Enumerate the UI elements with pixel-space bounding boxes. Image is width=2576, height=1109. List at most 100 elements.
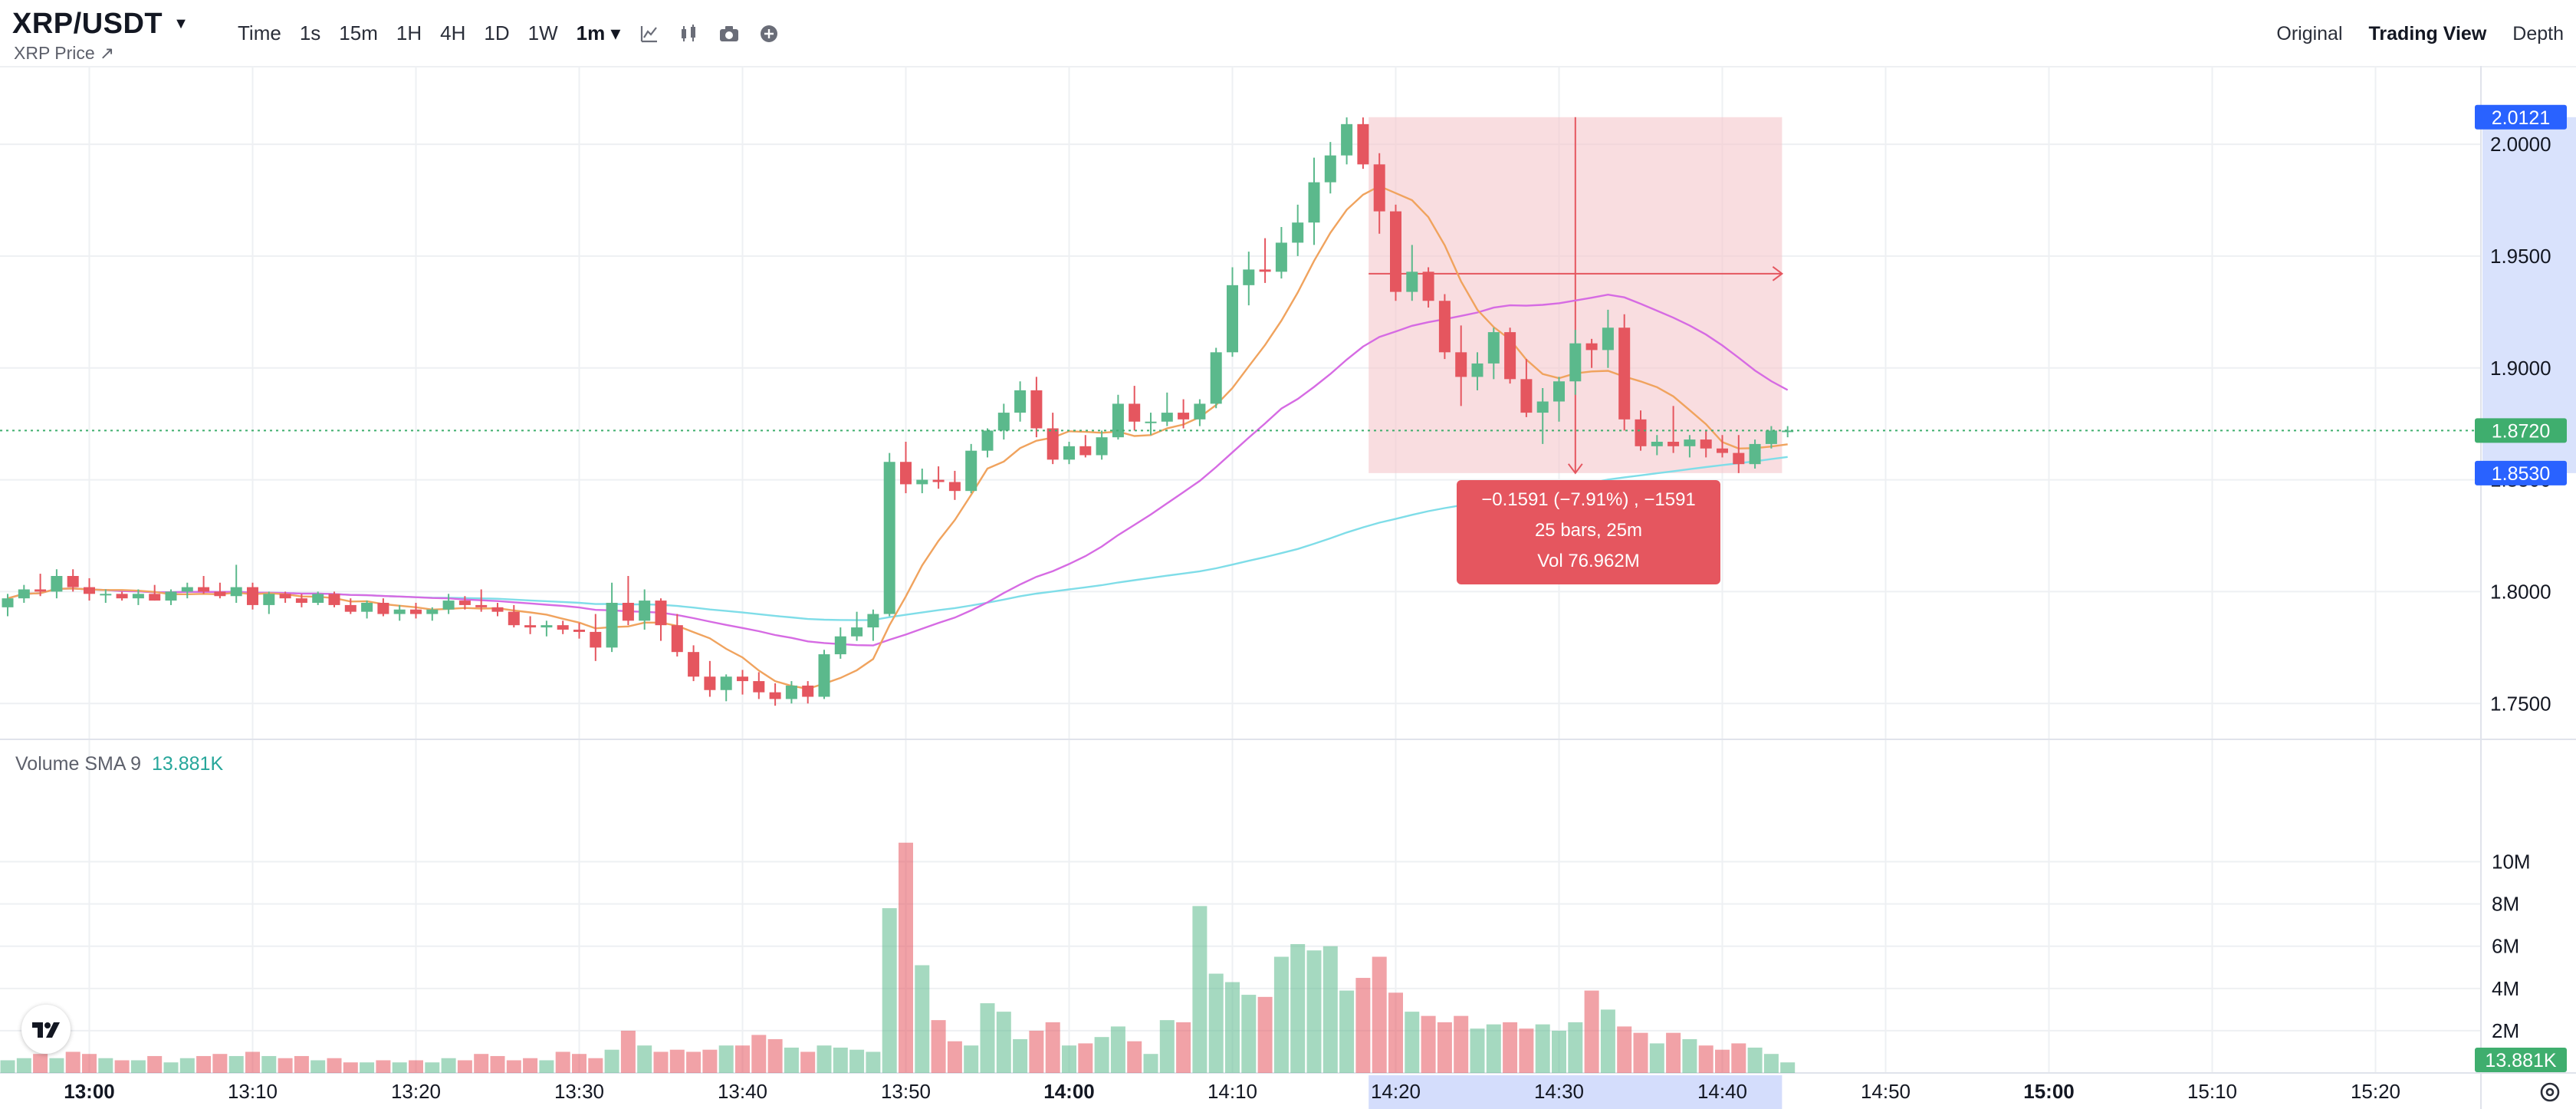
indicators-icon[interactable] [639, 23, 660, 44]
interval-time[interactable]: Time [238, 21, 281, 44]
time-tick-label: 14:40 [1697, 1080, 1747, 1103]
grid-lines [0, 66, 2481, 1073]
volume-bar [1731, 1043, 1746, 1073]
volume-bar [196, 1055, 212, 1073]
candle-style-icon[interactable] [678, 23, 700, 44]
candle [1292, 204, 1304, 256]
candle-body [1145, 421, 1157, 423]
candle-body [1733, 452, 1745, 465]
view-original[interactable]: Original [2276, 23, 2343, 44]
volume-bar [1322, 946, 1338, 1073]
interval-1h[interactable]: 1H [396, 21, 422, 44]
add-indicator-icon[interactable] [758, 23, 780, 44]
camera-icon[interactable] [718, 23, 740, 44]
volume-bar [147, 1055, 163, 1073]
candle-body [883, 462, 895, 614]
candle [867, 609, 879, 641]
candle [720, 674, 732, 702]
candle-body [1618, 327, 1631, 420]
candle [524, 616, 537, 634]
candle-body [442, 601, 455, 610]
volume-bar [1110, 1026, 1125, 1073]
candle-body [393, 609, 406, 614]
volume-bar [49, 1058, 64, 1073]
settings-gear-icon[interactable] [2538, 1080, 2562, 1104]
candle [1585, 338, 1598, 368]
view-depth[interactable]: Depth [2512, 23, 2564, 44]
time-tick-label: 15:20 [2351, 1080, 2400, 1103]
candle-body [1357, 123, 1369, 165]
volume-bar [0, 1060, 15, 1073]
volume-bar [343, 1062, 358, 1073]
candle-body [279, 594, 291, 599]
volume-bar [947, 1041, 962, 1073]
candle-body [1782, 430, 1794, 433]
candle-body [410, 609, 422, 614]
candle-body [295, 598, 307, 603]
candle [688, 645, 700, 682]
volume-bar [637, 1045, 652, 1073]
volume-bar [1682, 1038, 1697, 1073]
candle-body [1390, 211, 1401, 292]
candle [753, 672, 765, 699]
volume-legend-value: 13.881K [151, 753, 224, 775]
volume-tick-label: 2M [2492, 1019, 2519, 1042]
candle-body [1243, 269, 1255, 285]
candle [1390, 204, 1401, 301]
tradingview-logo-icon[interactable] [21, 1005, 71, 1054]
symbol-selector[interactable]: XRP/USDT ▼ [12, 8, 189, 41]
volume-bar [588, 1058, 603, 1073]
candle [606, 582, 618, 653]
volume-bar [1029, 1030, 1044, 1073]
volume-bar [1535, 1024, 1550, 1073]
candle [540, 620, 553, 637]
volume-bar [980, 1003, 995, 1073]
candle [1079, 435, 1092, 458]
candle [1046, 413, 1059, 465]
volume-bar [1503, 1022, 1518, 1073]
interval-15m[interactable]: 15m [339, 21, 378, 44]
volume-bar [1617, 1026, 1632, 1073]
volume-bar [718, 1045, 734, 1073]
interval-1s[interactable]: 1s [299, 21, 321, 44]
time-tick-label: 13:50 [881, 1080, 931, 1103]
candle [344, 598, 356, 614]
chart-header: XRP/USDT ▼ XRP Price ↗ Time 1s 15m 1H 4H… [0, 0, 2576, 67]
candle-body [688, 652, 700, 677]
symbol-subtitle[interactable]: XRP Price ↗ [14, 43, 115, 63]
volume-bar [294, 1055, 309, 1073]
candles [2, 117, 1794, 706]
volume-bar [1388, 992, 1403, 1073]
candle-body [1651, 442, 1663, 446]
volume-bar [1241, 995, 1257, 1073]
time-tick-label: 14:50 [1861, 1080, 1911, 1103]
volume-bar [360, 1062, 375, 1073]
candle-body [1096, 437, 1108, 456]
candle [247, 582, 258, 610]
candle-body [214, 591, 226, 597]
interval-1d[interactable]: 1D [484, 21, 510, 44]
candle-body [132, 594, 144, 599]
candlestick-chart[interactable]: 2.00001.95001.90001.85001.80001.750010M8… [0, 66, 2576, 1109]
candle-body [508, 611, 520, 626]
candle [295, 594, 307, 607]
candle-body [1373, 164, 1385, 212]
chevron-down-icon[interactable]: ▼ [173, 15, 189, 32]
price-badge-current-bg [2475, 418, 2567, 443]
candle [1194, 399, 1206, 426]
candle [1030, 377, 1043, 438]
measure-change: −0.1591 (−7.91%) , −1591 [1481, 489, 1696, 510]
candle [508, 604, 520, 628]
candle [1553, 377, 1565, 422]
view-switcher: Original Trading View Depth [2276, 23, 2564, 45]
volume-bar [1552, 1030, 1566, 1073]
volume-bar [392, 1062, 407, 1073]
price-badge-high-text: 2.0121 [2492, 107, 2550, 129]
candle [1406, 245, 1418, 301]
candle [785, 681, 797, 704]
interval-1w[interactable]: 1W [527, 21, 558, 44]
price-badge-low-bg [2475, 460, 2567, 485]
interval-1m-dropdown[interactable]: 1m ▾ [576, 21, 621, 44]
interval-4h[interactable]: 4H [440, 21, 466, 44]
view-trading-view[interactable]: Trading View [2368, 23, 2487, 44]
